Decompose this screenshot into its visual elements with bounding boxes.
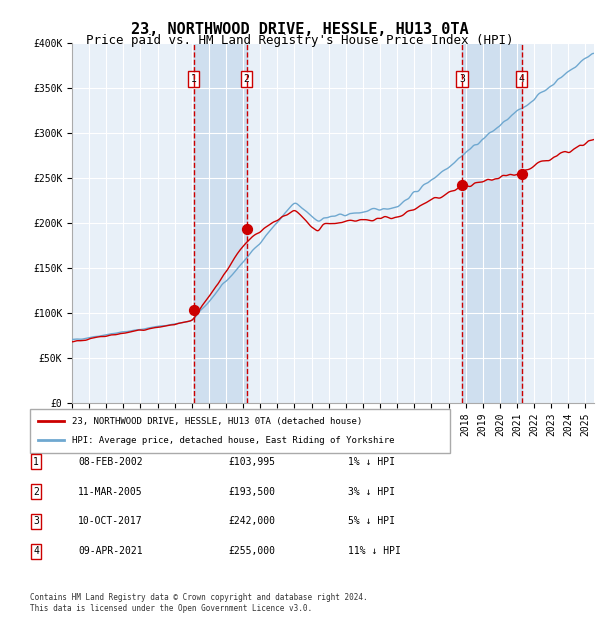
Text: £103,995: £103,995 <box>228 457 275 467</box>
Text: 3% ↓ HPI: 3% ↓ HPI <box>348 487 395 497</box>
Bar <box>462 43 521 403</box>
Text: 1: 1 <box>191 74 196 84</box>
Point <box>517 169 526 179</box>
Text: 11-MAR-2005: 11-MAR-2005 <box>78 487 143 497</box>
Text: 23, NORTHWOOD DRIVE, HESSLE, HU13 0TA: 23, NORTHWOOD DRIVE, HESSLE, HU13 0TA <box>131 22 469 37</box>
FancyBboxPatch shape <box>30 409 450 453</box>
Text: 5% ↓ HPI: 5% ↓ HPI <box>348 516 395 526</box>
Text: 3: 3 <box>33 516 39 526</box>
Text: Price paid vs. HM Land Registry's House Price Index (HPI): Price paid vs. HM Land Registry's House … <box>86 34 514 47</box>
Text: 4: 4 <box>33 546 39 556</box>
Text: £242,000: £242,000 <box>228 516 275 526</box>
Text: Contains HM Land Registry data © Crown copyright and database right 2024.
This d: Contains HM Land Registry data © Crown c… <box>30 593 368 613</box>
Text: 23, NORTHWOOD DRIVE, HESSLE, HU13 0TA (detached house): 23, NORTHWOOD DRIVE, HESSLE, HU13 0TA (d… <box>72 417 362 426</box>
Text: £255,000: £255,000 <box>228 546 275 556</box>
Text: HPI: Average price, detached house, East Riding of Yorkshire: HPI: Average price, detached house, East… <box>72 436 395 445</box>
Text: 11% ↓ HPI: 11% ↓ HPI <box>348 546 401 556</box>
Text: 10-OCT-2017: 10-OCT-2017 <box>78 516 143 526</box>
Text: 3: 3 <box>459 74 465 84</box>
Text: 4: 4 <box>518 74 524 84</box>
Text: 2: 2 <box>244 74 250 84</box>
Text: 1: 1 <box>33 457 39 467</box>
Text: 2: 2 <box>33 487 39 497</box>
Text: 1% ↓ HPI: 1% ↓ HPI <box>348 457 395 467</box>
Text: 09-APR-2021: 09-APR-2021 <box>78 546 143 556</box>
Point <box>242 224 251 234</box>
Bar <box>194 43 247 403</box>
Point <box>189 304 199 314</box>
Text: 08-FEB-2002: 08-FEB-2002 <box>78 457 143 467</box>
Text: £193,500: £193,500 <box>228 487 275 497</box>
Point <box>457 180 467 190</box>
